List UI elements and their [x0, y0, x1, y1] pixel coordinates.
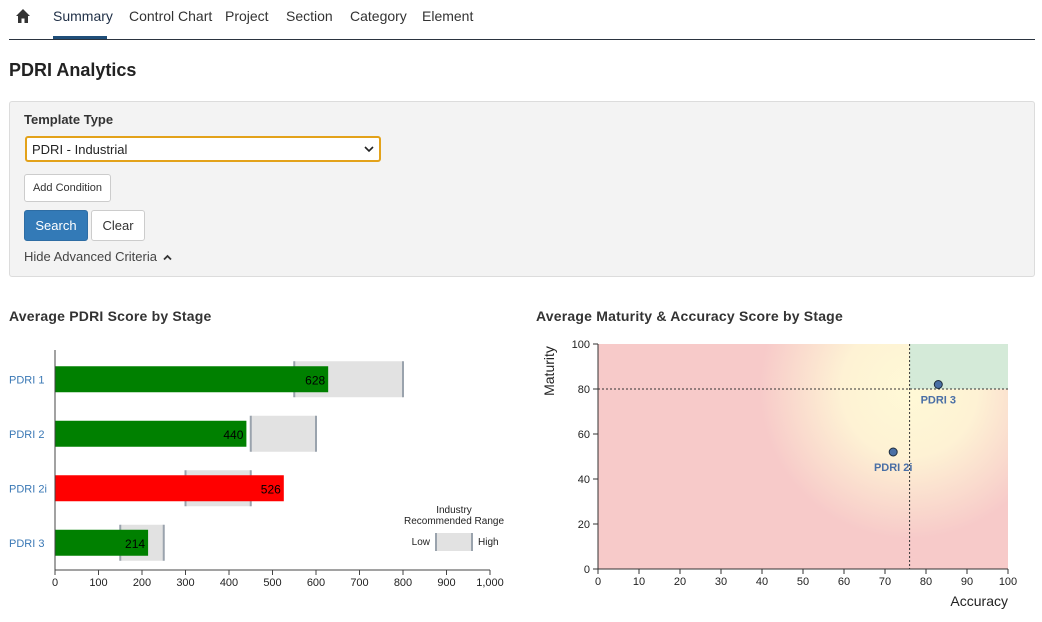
chevron-down-icon	[364, 146, 374, 153]
x-tick-label: 700	[350, 577, 368, 589]
x-tick-label: 10	[633, 576, 645, 588]
y-tick-label: 40	[578, 474, 590, 486]
x-tick-label: 100	[89, 577, 107, 589]
template-type-value: PDRI - Industrial	[32, 142, 128, 157]
legend-title-line: Industry	[436, 505, 472, 516]
y-tick-label: 20	[578, 519, 590, 531]
y-tick-label: 100	[572, 339, 590, 351]
template-type-select[interactable]: PDRI - Industrial	[25, 136, 381, 162]
x-tick-label: 0	[52, 577, 58, 589]
bar	[55, 366, 329, 393]
bar-value-label: 526	[261, 482, 281, 496]
zone-target	[909, 344, 1008, 389]
y-tick-label: 80	[578, 384, 590, 396]
clear-button[interactable]: Clear	[91, 210, 145, 241]
chevron-up-icon	[162, 254, 172, 261]
x-tick-label: 70	[879, 576, 891, 588]
bar	[55, 420, 247, 447]
bar-value-label: 440	[223, 428, 243, 442]
page-title: PDRI Analytics	[9, 60, 137, 80]
category-label: PDRI 1	[9, 374, 44, 386]
x-tick-label: 1,000	[476, 577, 504, 589]
x-tick-label: 30	[715, 576, 727, 588]
x-tick-label: 400	[220, 577, 238, 589]
bar-value-label: 628	[305, 373, 325, 387]
tab-summary[interactable]: Summary	[53, 8, 113, 24]
tab-category[interactable]: Category	[350, 8, 407, 24]
hide-advanced-label: Hide Advanced Criteria	[24, 249, 157, 264]
bar	[55, 529, 149, 556]
tab-project[interactable]: Project	[225, 8, 269, 24]
bar	[55, 475, 284, 502]
y-axis-title: Maturity	[541, 346, 557, 396]
bar-chart-title: Average PDRI Score by Stage	[9, 308, 212, 324]
x-tick-label: 300	[176, 577, 194, 589]
legend-title-line: Recommended Range	[404, 516, 504, 527]
x-tick-label: 40	[756, 576, 768, 588]
home-icon[interactable]	[15, 8, 31, 24]
hide-advanced-toggle[interactable]: Hide Advanced Criteria	[24, 249, 172, 264]
y-tick-label: 0	[584, 564, 590, 576]
tab-control-chart[interactable]: Control Chart	[129, 8, 213, 24]
criteria-panel: Template Type PDRI - Industrial Add Cond…	[9, 101, 1035, 277]
data-point	[933, 380, 943, 389]
top-nav: Summary Control Chart Project Section Ca…	[9, 0, 1035, 40]
add-condition-button[interactable]: Add Condition	[24, 174, 111, 202]
scatter-chart-title: Average Maturity & Accuracy Score by Sta…	[536, 308, 843, 324]
legend-high-label: High	[478, 537, 499, 548]
tab-section[interactable]: Section	[286, 8, 333, 24]
x-tick-label: 600	[307, 577, 325, 589]
x-tick-label: 0	[595, 576, 601, 588]
legend-low-label: Low	[412, 537, 431, 548]
x-tick-label: 800	[394, 577, 412, 589]
data-point	[888, 447, 898, 457]
category-label: PDRI 3	[9, 538, 44, 550]
bar-value-label: 214	[125, 537, 145, 551]
search-button[interactable]: Search	[24, 210, 88, 241]
x-tick-label: 200	[133, 577, 151, 589]
x-tick-label: 900	[437, 577, 455, 589]
x-tick-label: 50	[797, 576, 809, 588]
x-tick-label: 100	[999, 576, 1017, 588]
x-tick-label: 90	[961, 576, 973, 588]
tab-element[interactable]: Element	[422, 8, 474, 24]
x-tick-label: 80	[920, 576, 932, 588]
x-tick-label: 60	[838, 576, 850, 588]
template-type-label: Template Type	[24, 112, 114, 127]
x-tick-label: 20	[674, 576, 686, 588]
x-tick-label: 500	[263, 577, 281, 589]
category-label: PDRI 2i	[9, 483, 47, 495]
maturity-accuracy-scatter-chart: 0 10 20 30 40 50 60 70 80 90 100 0 20 40 60 80 100 Accura…	[541, 339, 1017, 609]
active-tab-indicator	[53, 36, 107, 39]
pdri-score-bar-chart: 628 PDRI 1 440 PDRI 2 526 PDRI 2i 214 PDRI 3 0 10…	[9, 350, 504, 589]
data-point-label: PDRI 2i	[874, 462, 913, 474]
y-tick-label: 60	[578, 429, 590, 441]
legend-range-swatch	[436, 533, 472, 551]
x-axis-title: Accuracy	[950, 593, 1008, 609]
category-label: PDRI 2	[9, 429, 44, 441]
data-point-label: PDRI 3	[921, 395, 956, 407]
range-band	[250, 415, 316, 452]
